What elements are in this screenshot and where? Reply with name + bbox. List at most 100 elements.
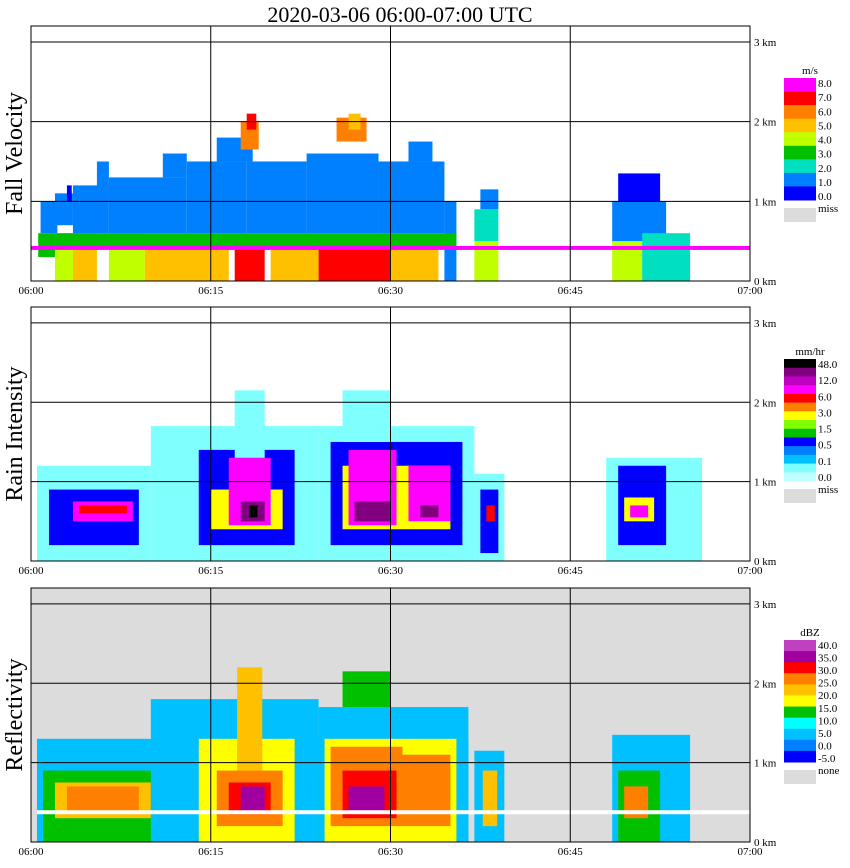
figure-title: 2020-03-06 06:00-07:00 UTC: [267, 2, 532, 27]
y-tick-label: 1 km: [754, 477, 777, 489]
colorbar-swatch: [784, 739, 816, 752]
colorbar-tick-label: 6.0: [818, 106, 832, 118]
x-tick-label: 06:30: [378, 565, 404, 577]
colorbar-tick-label: 4.0: [818, 135, 832, 147]
heatmap-cell: [249, 505, 258, 518]
heatmap-cell: [186, 161, 247, 234]
heatmap-cell: [390, 249, 439, 281]
colorbar-tick-label: 5.0: [818, 120, 832, 132]
reflectivity-panel: 06:00 06:15 06:30 06:45 07:000 km 1 km 2 km 3 k…: [2, 587, 840, 858]
plot-frame: [30, 587, 751, 843]
x-tick-label: 06:00: [18, 846, 44, 858]
colorbar-tick-label: 1.0: [818, 177, 832, 189]
y-tick-label: 2 km: [754, 397, 777, 409]
colorbar-swatch: [784, 651, 816, 663]
heatmap-cell: [38, 233, 55, 258]
y-tick-label: 2 km: [754, 117, 777, 129]
colorbar-missing-swatch: [784, 489, 816, 503]
colorbar-swatch: [784, 728, 816, 741]
heatmap-cell: [234, 390, 265, 458]
colorbar-tick-label: 6.0: [818, 391, 832, 403]
heatmap-cell: [630, 505, 649, 518]
colorbar-swatch: [784, 684, 816, 696]
y-tick-label: 0 km: [754, 556, 777, 568]
x-tick-label: 06:45: [558, 846, 584, 858]
colorbar: dBZ40.035.030.025.020.015.010.05.00.0-5.…: [784, 627, 840, 784]
colorbar-swatch: [784, 385, 816, 395]
heatmap-cell: [36, 810, 751, 815]
colorbar-swatch: [784, 172, 816, 187]
colorbar-swatch: [784, 105, 816, 120]
colorbar-missing-label: miss: [818, 203, 838, 215]
heatmap-cell: [318, 249, 391, 281]
heatmap-cell: [246, 161, 307, 234]
heatmap-cells: [36, 390, 703, 561]
heatmap-cell: [78, 505, 127, 514]
heatmap-cell: [486, 505, 495, 522]
y-tick-label: 3 km: [754, 599, 777, 611]
heatmap-cell: [144, 249, 229, 281]
x-tick-label: 06:45: [558, 565, 584, 577]
plot-frame: [30, 25, 751, 282]
colorbar-tick-label: 0.1: [818, 456, 832, 468]
heatmap-cell: [234, 249, 265, 281]
colorbar-swatch: [784, 159, 816, 174]
colorbar-swatch: [784, 359, 816, 369]
colorbar-tick-label: 40.0: [818, 640, 838, 652]
y-axis-label: Fall Velocity: [2, 92, 28, 215]
heatmap-cell: [66, 786, 139, 811]
colorbar-tick-label: 30.0: [818, 665, 838, 677]
heatmap-cells: [31, 113, 750, 281]
heatmap-cells: [36, 667, 751, 842]
heatmap-cell: [408, 141, 433, 162]
y-tick-label: 0 km: [754, 837, 777, 849]
colorbar-tick-label: 12.0: [818, 375, 838, 387]
heatmap-cell: [66, 185, 72, 202]
x-tick-label: 06:00: [18, 565, 44, 577]
y-axis-label: Reflectivity: [2, 658, 28, 771]
colorbar-swatch: [784, 420, 816, 430]
colorbar-tick-label: 0.5: [818, 440, 832, 452]
colorbar-swatch: [784, 472, 816, 482]
colorbar-swatch: [784, 428, 816, 438]
colorbar-missing-swatch: [784, 770, 816, 784]
heatmap-cell: [348, 786, 385, 811]
heatmap-cell: [270, 249, 319, 281]
colorbar-unit: dBZ: [800, 627, 820, 639]
colorbar-swatch: [784, 673, 816, 685]
colorbar-swatch: [784, 78, 816, 93]
x-tick-label: 06:30: [378, 846, 404, 858]
heatmap-cell: [642, 233, 691, 281]
heatmap-cell: [306, 153, 379, 234]
colorbar-tick-label: 10.0: [818, 715, 838, 727]
y-tick-label: 1 km: [754, 758, 777, 770]
colorbar-swatch: [784, 91, 816, 106]
colorbar-tick-label: 5.0: [818, 728, 832, 740]
heatmap-cell: [482, 770, 498, 827]
colorbar-missing-label: none: [818, 765, 840, 777]
colorbar-tick-label: 15.0: [818, 703, 838, 715]
colorbar-swatch: [784, 376, 816, 386]
heatmap-cell: [96, 161, 109, 202]
x-tick-label: 07:00: [737, 285, 763, 297]
colorbar-tick-label: -5.0: [818, 753, 836, 765]
colorbar-swatch: [784, 367, 816, 377]
colorbar-swatch: [784, 750, 816, 763]
colorbar-swatch: [784, 446, 816, 456]
heatmap-cell: [474, 241, 499, 281]
chart-panels: 06:00 06:15 06:30 06:45 07:000 km1 km2 km3 k…: [2, 25, 840, 858]
colorbar-swatch: [784, 662, 816, 674]
x-tick-label: 06:30: [378, 285, 404, 297]
colorbar-swatch: [784, 186, 816, 201]
heatmap-cell: [480, 189, 499, 210]
colorbar-tick-label: 35.0: [818, 653, 838, 665]
fall_velocity-panel: 06:00 06:15 06:30 06:45 07:000 km 1 km 2 km 3 k…: [2, 25, 838, 297]
x-tick-label: 07:00: [737, 846, 763, 858]
colorbar-swatch: [784, 393, 816, 404]
plot-frame: [30, 306, 751, 562]
colorbar-swatch: [784, 411, 816, 421]
y-tick-label: 2 km: [754, 678, 777, 690]
colorbar-tick-label: 0.0: [818, 191, 832, 203]
